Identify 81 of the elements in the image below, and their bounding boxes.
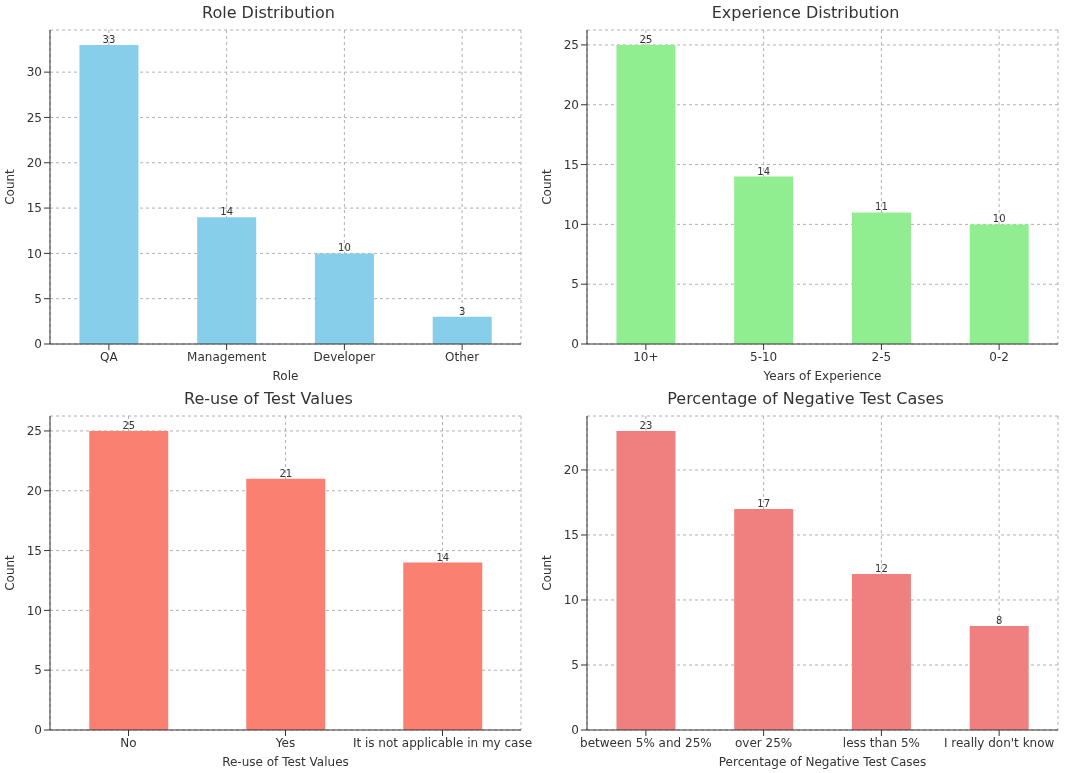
y-axis-title: Count [540,168,555,205]
x-tick-label: 2-5 [871,349,892,364]
x-tick-label: Management [187,349,267,364]
data-label: 25 [122,419,136,431]
chart-title: Re-use of Test Values [183,388,354,410]
data-label: 3 [459,305,466,317]
x-tick-label: over 25% [735,735,793,750]
bar [734,176,794,344]
data-label: 23 [639,419,653,431]
x-axis-title: Role [272,369,299,383]
y-tick-label: 20 [563,98,579,113]
data-label: 10 [338,242,351,254]
y-tick-label: 15 [26,543,42,558]
y-tick-label: 20 [26,484,42,499]
x-axis-title: Re-use of Test Values [222,755,349,769]
x-tick-label: Other [445,349,480,364]
x-tick-label: Developer [313,349,376,364]
data-label: 14 [436,551,450,563]
x-tick-label: 5-10 [750,349,778,364]
y-tick-label: 10 [26,246,42,261]
x-tick-label: QA [100,349,119,364]
bar [969,224,1029,344]
y-axis-title: Count [3,168,18,205]
y-axis-title: Count [540,554,555,591]
bar [616,430,676,730]
y-axis-title: Count [3,554,18,591]
x-axis-title: Years of Experience [762,369,882,383]
y-tick-label: 5 [571,658,579,673]
y-tick-label: 5 [571,277,579,292]
x-tick-label: It is not applicable in my case [352,735,533,750]
bar [851,573,911,730]
chart-title: Experience Distribution [710,2,901,24]
x-tick-label: 0-2 [989,349,1009,364]
y-tick-label: 0 [34,723,42,738]
data-label: 12 [875,562,888,574]
data-label: 17 [757,497,771,509]
bar [734,508,794,730]
chart-title: Role Distribution [201,2,336,24]
y-tick-label: 0 [571,337,579,352]
y-tick-label: 10 [26,603,42,618]
bar [314,253,374,344]
bar [969,625,1029,730]
x-tick-label: between 5% and 25% [580,735,712,750]
y-tick-label: 0 [34,337,42,352]
y-tick-label: 20 [26,156,42,171]
x-axis-title: Percentage of Negative Test Cases [718,755,927,769]
bar [432,316,492,344]
y-tick-label: 25 [26,110,42,125]
x-tick-label: Yes [274,735,296,750]
y-tick-label: 0 [571,723,579,738]
x-tick-label: less than 5% [842,735,920,750]
data-label: 14 [757,165,771,177]
y-tick-label: 15 [563,528,579,543]
data-label: 11 [875,201,888,213]
y-tick-label: 30 [26,65,42,80]
bar [79,44,139,344]
y-tick-label: 15 [563,157,579,172]
bar [246,478,326,730]
x-tick-label: I really don't know [943,735,1055,750]
y-tick-label: 5 [34,291,42,306]
data-label: 8 [996,614,1003,626]
data-label: 21 [279,467,293,479]
bar [197,217,257,344]
bar [89,430,169,730]
bar [851,212,911,344]
y-tick-label: 10 [563,217,579,232]
data-label: 10 [992,213,1006,225]
y-tick-label: 20 [563,463,579,478]
chart-title: Percentage of Negative Test Cases [666,388,945,410]
x-tick-label: 10+ [633,349,659,364]
bar [403,562,483,730]
data-label: 14 [220,206,234,218]
y-tick-label: 10 [563,593,579,608]
data-label: 25 [639,33,653,45]
y-tick-label: 15 [26,201,42,216]
x-tick-label: No [120,735,137,750]
y-tick-label: 25 [26,424,42,439]
data-label: 33 [102,33,116,45]
y-tick-label: 25 [563,38,579,53]
y-tick-label: 5 [34,663,42,678]
bar [616,44,676,344]
